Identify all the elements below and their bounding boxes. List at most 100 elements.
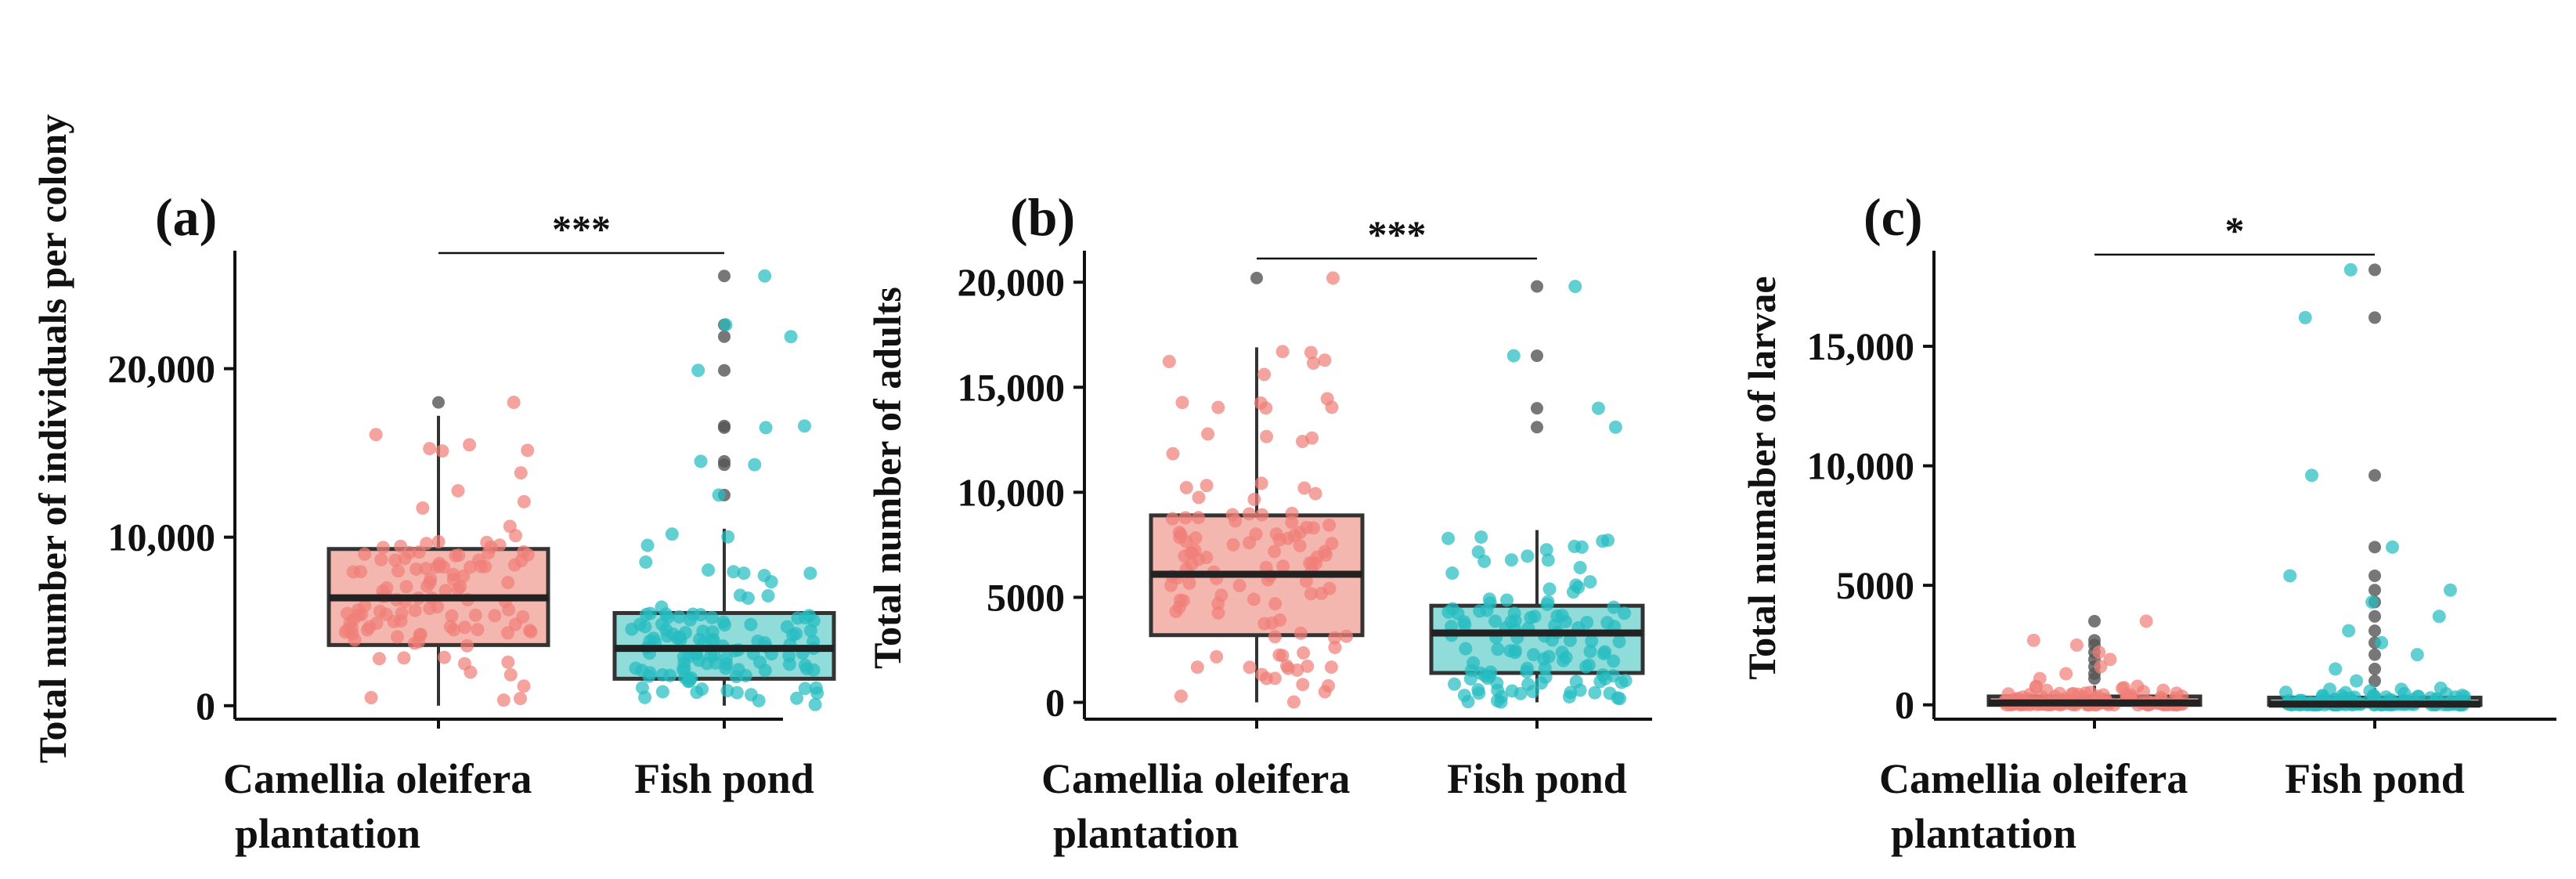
outlier-point [2369,624,2381,638]
data-point [1210,649,1224,664]
data-point [1566,585,1580,599]
data-point [2103,653,2117,667]
data-point [1441,605,1456,619]
outlier-point [1531,349,1543,363]
data-point [1328,631,1342,645]
data-point [1247,592,1261,606]
box-group [2267,262,2483,712]
y-tick-label: 5000 [1836,563,1914,607]
data-point [702,563,716,577]
data-point [1287,529,1301,543]
data-point [1268,630,1282,644]
data-point [2026,633,2040,647]
data-point [1275,345,1290,359]
significance-stars: * [2225,208,2245,252]
data-point [513,692,527,706]
data-point [1182,576,1196,590]
data-point [1243,660,1257,675]
outlier-point [2369,584,2381,597]
data-point [1471,545,1485,559]
data-point [733,588,747,602]
data-point [2298,310,2312,324]
x-tick-label: Fish pond [2285,755,2465,802]
data-point [1474,530,1488,544]
data-point [1192,511,1206,525]
data-point [416,501,430,515]
data-point [1322,581,1337,595]
outlier-point [718,330,731,343]
data-point [1200,479,1214,493]
data-point [2410,648,2424,662]
outlier-point [1531,421,1543,434]
data-point [388,553,402,567]
data-point [2343,262,2358,277]
data-point [2315,689,2329,704]
data-point [1340,629,1354,643]
data-point [1607,600,1621,614]
data-point [521,443,535,458]
data-point [1322,518,1337,532]
data-point [1260,429,1274,443]
data-point [521,548,535,562]
data-point [677,661,691,675]
data-point [2432,610,2446,624]
panel-label: (b) [1010,187,1075,247]
outlier-point [2369,675,2381,688]
data-point [808,697,822,711]
x-tick-label: Camellia oleifera [1879,755,2188,802]
data-point [443,620,457,634]
data-point [695,682,709,696]
box-group [327,396,550,707]
data-point [1211,400,1225,414]
data-point [453,580,467,594]
y-tick-label: 15,000 [1807,324,1915,368]
data-point [1257,367,1272,382]
data-point [364,691,378,705]
y-axis-label: Total numaber of larvae [1740,276,1784,679]
y-axis-label: Total number of individuals per colony [31,114,74,763]
data-point [501,655,515,669]
data-point [449,548,463,562]
data-point [2094,660,2108,674]
data-point [438,650,452,664]
data-point [463,438,477,452]
outlier-point [2369,311,2381,324]
y-tick-label: 20,000 [108,347,216,391]
data-point [523,624,537,638]
data-point [419,562,433,576]
data-point [1504,553,1518,567]
data-point [1296,678,1310,692]
data-point [1448,677,1462,691]
data-point [1573,561,1587,575]
outlier-point [2088,614,2101,628]
data-point [2342,624,2356,638]
data-point [2433,681,2448,695]
data-point [1585,634,1599,648]
data-point [1539,543,1553,557]
data-point [799,662,814,676]
data-point [1521,549,1535,563]
outlier-point [2369,541,2381,554]
data-point [782,657,796,671]
data-point [1459,642,1473,656]
data-point [1175,396,1189,410]
data-point [1445,566,1459,581]
data-point [625,622,639,636]
data-point [2283,569,2297,583]
data-point [1528,610,1542,624]
data-point [492,538,507,552]
data-point [2079,686,2093,700]
outlier-point [2369,263,2381,277]
outlier-point [1531,402,1543,415]
data-point [438,584,453,598]
data-point [1473,604,1487,618]
data-point [1268,544,1282,559]
data-point [420,537,434,551]
data-point [659,607,673,621]
data-point [1293,626,1308,640]
data-point [640,538,655,552]
data-point [2329,662,2343,676]
data-point [1275,649,1290,663]
data-point [694,454,708,468]
data-point [2443,583,2457,597]
